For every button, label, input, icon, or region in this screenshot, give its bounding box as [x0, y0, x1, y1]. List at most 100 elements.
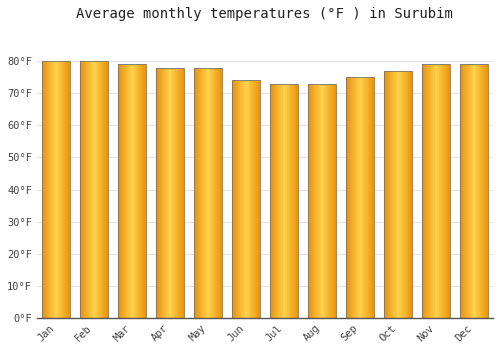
Bar [274, 84, 275, 318]
Bar [316, 84, 317, 318]
Bar [400, 71, 402, 318]
Bar [241, 80, 242, 318]
Bar [288, 84, 290, 318]
Bar [242, 80, 243, 318]
Bar [220, 68, 221, 318]
Bar [331, 84, 332, 318]
Bar [429, 64, 430, 318]
Bar [88, 61, 89, 318]
Bar [483, 64, 484, 318]
Bar [270, 84, 271, 318]
Bar [346, 77, 374, 318]
Bar [272, 84, 273, 318]
Bar [106, 61, 107, 318]
Bar [183, 68, 184, 318]
Bar [143, 64, 144, 318]
Bar [129, 64, 130, 318]
Bar [181, 68, 182, 318]
Bar [156, 68, 157, 318]
Bar [407, 71, 408, 318]
Bar [366, 77, 367, 318]
Bar [244, 80, 245, 318]
Bar [326, 84, 327, 318]
Bar [290, 84, 291, 318]
Bar [201, 68, 202, 318]
Bar [279, 84, 280, 318]
Bar [205, 68, 206, 318]
Bar [92, 61, 93, 318]
Bar [346, 77, 347, 318]
Bar [94, 61, 95, 318]
Bar [194, 68, 222, 318]
Bar [348, 77, 349, 318]
Bar [449, 64, 450, 318]
Bar [104, 61, 105, 318]
Bar [392, 71, 393, 318]
Title: Average monthly temperatures (°F ) in Surubim: Average monthly temperatures (°F ) in Su… [76, 7, 454, 21]
Bar [276, 84, 277, 318]
Bar [364, 77, 365, 318]
Bar [410, 71, 411, 318]
Bar [68, 61, 69, 318]
Bar [214, 68, 216, 318]
Bar [216, 68, 217, 318]
Bar [170, 68, 171, 318]
Bar [58, 61, 59, 318]
Bar [167, 68, 168, 318]
Bar [430, 64, 431, 318]
Bar [255, 80, 256, 318]
Bar [328, 84, 329, 318]
Bar [352, 77, 353, 318]
Bar [128, 64, 129, 318]
Bar [258, 80, 259, 318]
Bar [431, 64, 432, 318]
Bar [356, 77, 357, 318]
Bar [121, 64, 122, 318]
Bar [107, 61, 108, 318]
Bar [203, 68, 204, 318]
Bar [350, 77, 351, 318]
Bar [257, 80, 258, 318]
Bar [196, 68, 197, 318]
Bar [354, 77, 355, 318]
Bar [50, 61, 51, 318]
Bar [384, 71, 385, 318]
Bar [317, 84, 318, 318]
Bar [176, 68, 178, 318]
Bar [69, 61, 70, 318]
Bar [369, 77, 370, 318]
Bar [440, 64, 441, 318]
Bar [447, 64, 448, 318]
Bar [221, 68, 222, 318]
Bar [311, 84, 312, 318]
Bar [312, 84, 313, 318]
Bar [164, 68, 165, 318]
Bar [197, 68, 198, 318]
Bar [127, 64, 128, 318]
Bar [434, 64, 436, 318]
Bar [327, 84, 328, 318]
Bar [142, 64, 143, 318]
Bar [166, 68, 167, 318]
Bar [315, 84, 316, 318]
Bar [138, 64, 140, 318]
Bar [179, 68, 180, 318]
Bar [394, 71, 396, 318]
Bar [297, 84, 298, 318]
Bar [119, 64, 120, 318]
Bar [476, 64, 477, 318]
Bar [477, 64, 478, 318]
Bar [334, 84, 335, 318]
Bar [442, 64, 443, 318]
Bar [200, 68, 201, 318]
Bar [145, 64, 146, 318]
Bar [67, 61, 68, 318]
Bar [465, 64, 466, 318]
Bar [486, 64, 487, 318]
Bar [136, 64, 138, 318]
Bar [308, 84, 336, 318]
Bar [286, 84, 288, 318]
Bar [472, 64, 474, 318]
Bar [425, 64, 426, 318]
Bar [360, 77, 362, 318]
